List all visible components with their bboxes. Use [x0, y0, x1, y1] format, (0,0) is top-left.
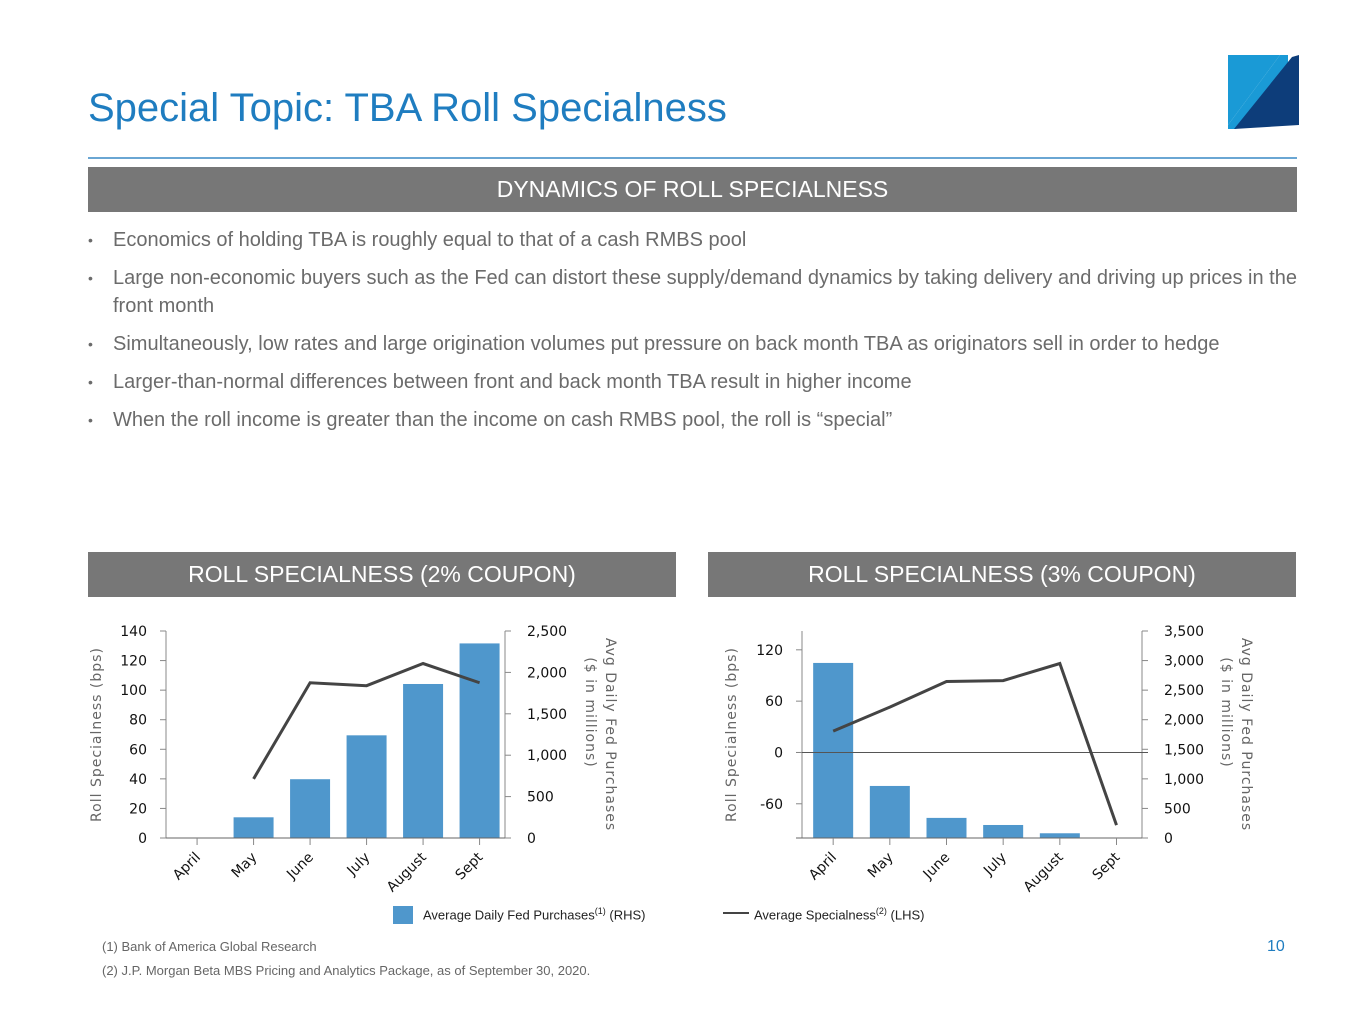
bullet-item: • Simultaneously, low rates and large ori… — [88, 330, 1303, 358]
x-tick-label: May — [865, 850, 897, 882]
bullet-icon: • — [88, 270, 93, 286]
y2-tick-label: 0 — [527, 831, 536, 847]
legend-line-sup: (2) — [875, 906, 887, 916]
y-tick-label: 60 — [129, 742, 147, 758]
bar-sept — [459, 643, 500, 838]
y-tick-label: 40 — [129, 772, 147, 788]
bar-june — [926, 817, 967, 838]
y-tick-label: 100 — [120, 683, 147, 699]
y2-axis-sublabel: ($ in millions) — [582, 657, 598, 767]
y-tick-label: 20 — [129, 801, 147, 817]
x-tick-label: June — [920, 850, 954, 884]
y2-tick-label: 0 — [1164, 831, 1173, 847]
y-tick-label: 120 — [120, 654, 147, 670]
legend-line-suffix: (LHS) — [886, 907, 925, 923]
y2-tick-label: 1,500 — [527, 707, 567, 723]
bullet-text: Simultaneously, low rates and large orig… — [113, 333, 1220, 355]
x-tick-label: Sept — [1089, 849, 1123, 883]
y2-tick-label: 2,500 — [527, 624, 567, 640]
legend-bars-sup: (1) — [594, 906, 606, 916]
page-title: Special Topic: TBA Roll Specialness — [88, 86, 727, 130]
bullet-item: • Large non-economic buyers such as the F… — [88, 264, 1303, 320]
chart-2-title: ROLL SPECIALNESS (3% COUPON) — [708, 552, 1296, 597]
legend-line-label: Average Specialness — [754, 907, 876, 923]
bar-august — [403, 683, 444, 838]
footnote-2: (2) J.P. Morgan Beta MBS Pricing and Ana… — [102, 963, 591, 978]
legend-bars-label: Average Daily Fed Purchases — [423, 907, 595, 923]
y-axis-label: Roll Specialness (bps) — [724, 647, 740, 822]
y2-axis-sublabel: ($ in millions) — [1218, 657, 1234, 767]
bullet-item: • Larger-than-normal differences between … — [88, 368, 1303, 396]
y-tick-label: 0 — [138, 831, 147, 847]
y-axis-label: Roll Specialness (bps) — [89, 647, 105, 822]
bullet-text: Large non-economic buyers such as the Fe… — [113, 267, 1297, 317]
legend-bars: Average Daily Fed Purchases(1) (RHS) — [423, 906, 645, 922]
bullet-item: • When the roll income is greater than th… — [88, 406, 1303, 434]
footnote-1: (1) Bank of America Global Research — [102, 939, 317, 954]
bar-may — [869, 785, 910, 838]
y2-tick-label: 500 — [1164, 801, 1191, 817]
bullet-item: • Economics of holding TBA is roughly equ… — [88, 226, 1303, 254]
y-tick-label: -60 — [760, 797, 783, 813]
bullet-icon: • — [88, 336, 93, 352]
bar-may — [233, 817, 274, 838]
y2-tick-label: 2,000 — [527, 665, 567, 681]
bar-july — [983, 824, 1024, 838]
y2-tick-label: 1,000 — [527, 748, 567, 764]
specialness-line — [832, 661, 1118, 826]
bar-august — [1039, 833, 1080, 838]
company-logo — [1228, 55, 1299, 129]
y2-tick-label: 1,000 — [1164, 772, 1204, 788]
page-number: 10 — [1267, 938, 1285, 955]
x-tick-label: April — [806, 850, 840, 884]
bullet-text: Economics of holding TBA is roughly equa… — [113, 229, 747, 251]
y2-axis-label: Avg Daily Fed Purchases — [602, 638, 618, 831]
bullet-text: Larger-than-normal differences between f… — [113, 371, 912, 393]
section-header: DYNAMICS OF ROLL SPECIALNESS — [88, 167, 1297, 212]
y2-tick-label: 1,500 — [1164, 742, 1204, 758]
chart-1-title: ROLL SPECIALNESS (2% COUPON) — [88, 552, 676, 597]
y2-tick-label: 3,000 — [1164, 654, 1204, 670]
legend-bars-suffix: (RHS) — [605, 907, 646, 923]
y-tick-label: 120 — [756, 643, 783, 659]
y2-tick-label: 500 — [527, 790, 554, 806]
bullet-icon: • — [88, 412, 93, 428]
specialness-line — [252, 661, 481, 780]
bullet-list: • Economics of holding TBA is roughly equ… — [88, 226, 1303, 444]
legend-line-swatch — [723, 912, 749, 914]
y-tick-label: 80 — [129, 713, 147, 729]
bullet-icon: • — [88, 374, 93, 390]
y2-tick-label: 2,000 — [1164, 713, 1204, 729]
y-tick-label: 140 — [120, 624, 147, 640]
y-tick-label: 0 — [774, 745, 783, 761]
y-tick-label: 60 — [765, 694, 783, 710]
x-tick-label: July — [980, 850, 1010, 880]
y2-axis-label: Avg Daily Fed Purchases — [1238, 638, 1254, 831]
x-tick-label: August — [1021, 849, 1067, 895]
bullet-icon: • — [88, 232, 93, 248]
y2-tick-label: 2,500 — [1164, 683, 1204, 699]
bar-june — [290, 779, 331, 838]
bar-july — [346, 735, 387, 838]
legend-bar-swatch — [393, 906, 413, 924]
title-divider — [88, 157, 1297, 159]
legend-line: Average Specialness(2) (LHS) — [754, 906, 924, 922]
y2-tick-label: 3,500 — [1164, 624, 1204, 640]
bullet-text: When the roll income is greater than the… — [113, 409, 893, 431]
bar-april — [813, 662, 854, 838]
